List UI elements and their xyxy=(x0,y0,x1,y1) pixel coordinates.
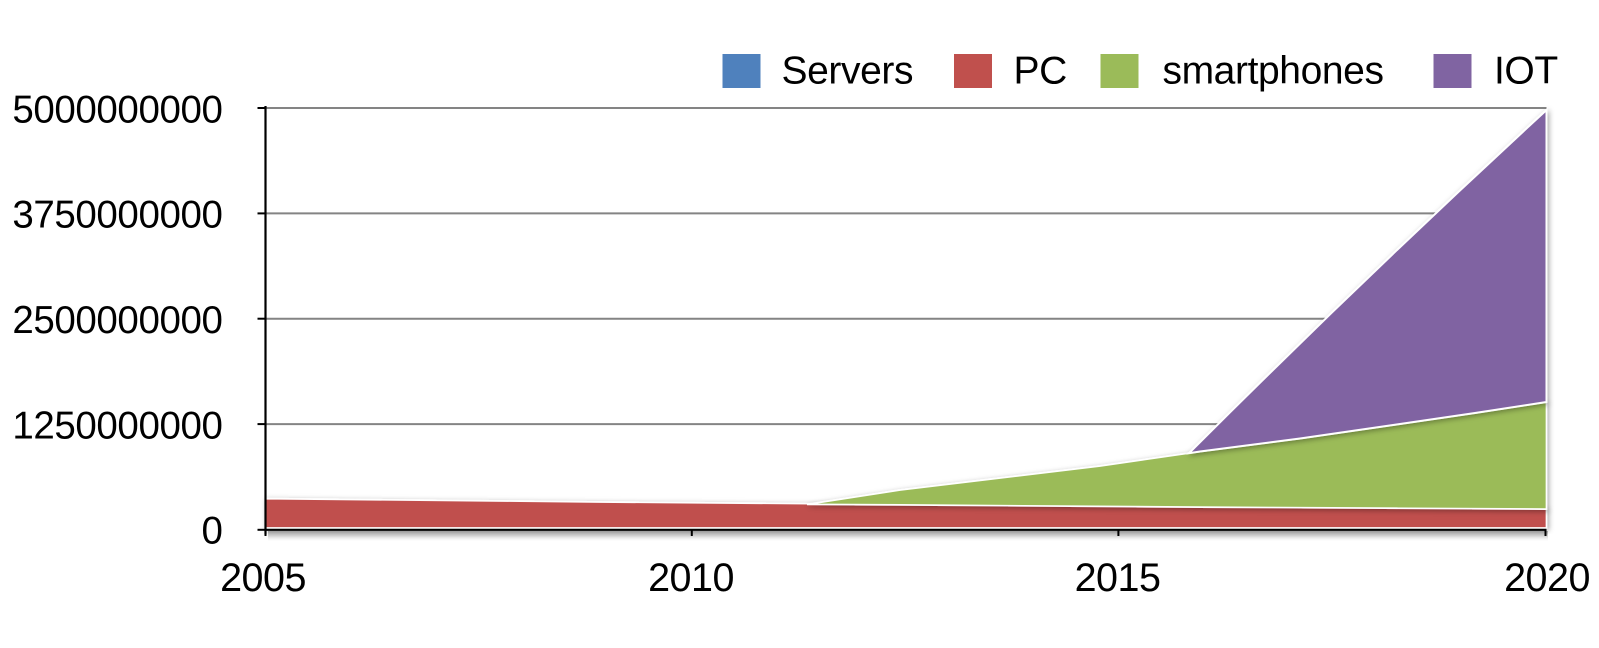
svg-text:2005: 2005 xyxy=(220,556,306,600)
svg-text:0: 0 xyxy=(201,510,222,553)
svg-text:IOT: IOT xyxy=(1494,50,1558,93)
svg-text:Servers: Servers xyxy=(782,50,914,93)
svg-text:2500000000: 2500000000 xyxy=(12,299,222,342)
svg-text:2010: 2010 xyxy=(648,556,734,600)
svg-text:smartphones: smartphones xyxy=(1163,50,1384,93)
svg-text:3750000000: 3750000000 xyxy=(12,194,222,237)
svg-text:5000000000: 5000000000 xyxy=(12,88,222,131)
svg-text:2020: 2020 xyxy=(1504,556,1590,600)
svg-text:PC: PC xyxy=(1014,50,1067,93)
svg-text:2015: 2015 xyxy=(1075,556,1161,600)
svg-text:1250000000: 1250000000 xyxy=(12,404,222,447)
